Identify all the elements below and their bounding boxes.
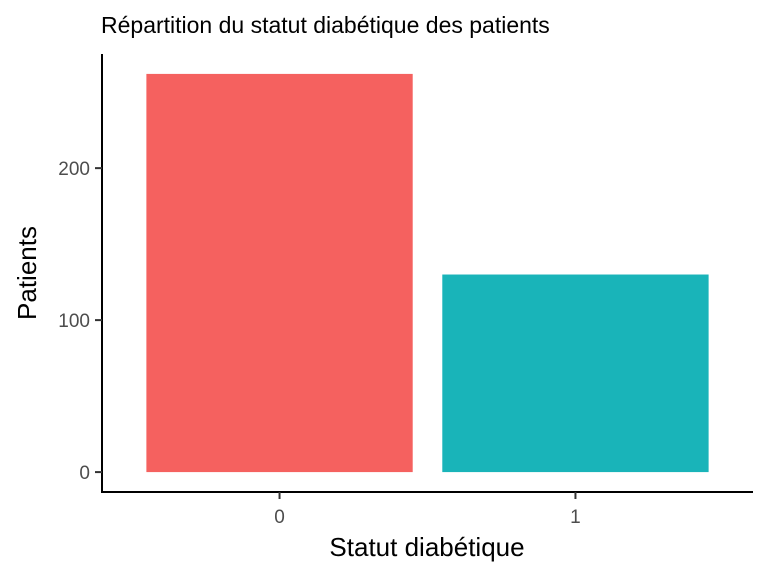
y-axis-title: Patients [12, 226, 42, 320]
y-tick-label-200: 200 [58, 159, 90, 180]
bar-1 [442, 274, 709, 473]
bars-group [146, 73, 709, 473]
x-axis-title: Statut diabétique [329, 532, 524, 562]
y-ticks-group: 0 100 200 [58, 159, 102, 484]
y-tick-label-0: 0 [79, 463, 90, 484]
x-tick-label-0: 0 [274, 507, 285, 528]
bar-0 [146, 73, 413, 473]
y-tick-label-100: 100 [58, 311, 90, 332]
x-tick-label-1: 1 [570, 507, 581, 528]
chart-title: Répartition du statut diabétique des pat… [101, 12, 550, 38]
